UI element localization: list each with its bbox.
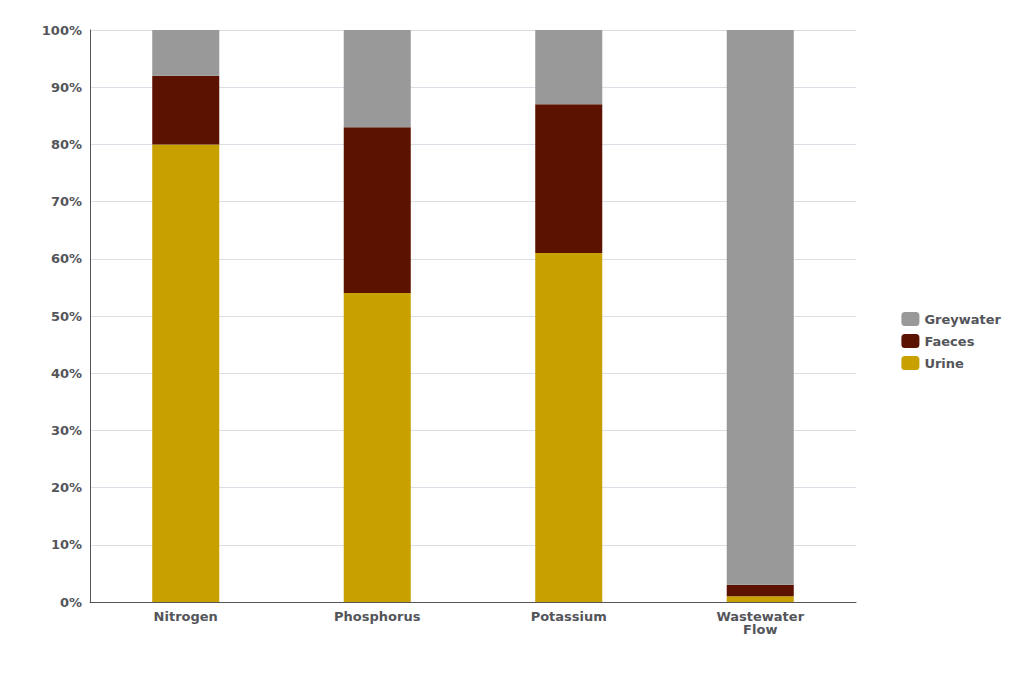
- svg-text:Wastewater: Wastewater: [716, 609, 805, 624]
- svg-text:50%: 50%: [51, 309, 82, 324]
- svg-text:Greywater: Greywater: [924, 312, 1001, 327]
- svg-text:100%: 100%: [42, 23, 82, 38]
- svg-text:70%: 70%: [51, 194, 82, 209]
- svg-text:Nitrogen: Nitrogen: [154, 609, 218, 624]
- svg-text:0%: 0%: [60, 595, 82, 610]
- svg-text:90%: 90%: [51, 80, 82, 95]
- svg-text:10%: 10%: [51, 537, 82, 552]
- svg-text:20%: 20%: [51, 480, 82, 495]
- svg-text:30%: 30%: [51, 423, 82, 438]
- svg-text:Urine: Urine: [924, 356, 964, 371]
- svg-text:Potassium: Potassium: [531, 609, 607, 624]
- svg-text:40%: 40%: [51, 366, 82, 381]
- svg-text:80%: 80%: [51, 137, 82, 152]
- svg-text:Faeces: Faeces: [924, 334, 974, 349]
- svg-text:Phosphorus: Phosphorus: [334, 609, 421, 624]
- svg-text:60%: 60%: [51, 251, 82, 266]
- svg-text:Flow: Flow: [743, 622, 777, 637]
